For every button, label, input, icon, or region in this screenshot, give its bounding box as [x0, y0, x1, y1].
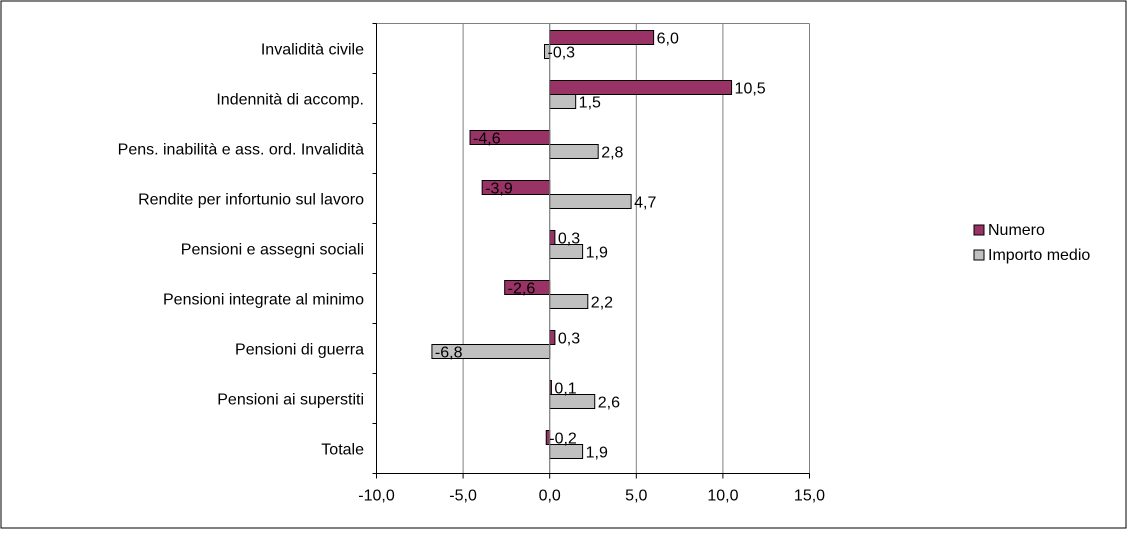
- category-label: Pensioni ai superstiti: [217, 392, 364, 409]
- data-label: 4,7: [634, 195, 656, 212]
- data-label: -2,6: [508, 281, 536, 298]
- x-tick-label: 15,0: [794, 488, 825, 505]
- bar-importo-medio: [549, 94, 577, 109]
- labels-layer: 6,0 -0,3 Invalidità civile 10,5 1,5 Indennità…: [118, 31, 766, 462]
- bar-numero: [549, 330, 556, 345]
- axis-layer: -10,0 -5,0 0,0 5,0 10,0 15,0: [358, 23, 825, 505]
- x-tick-label: -10,0: [358, 488, 395, 505]
- data-label: 1,9: [586, 245, 608, 262]
- data-label: 10,5: [735, 81, 766, 98]
- legend-swatch: [973, 249, 985, 261]
- category-label: Rendite per infortunio sul lavoro: [138, 192, 364, 209]
- x-tick-label: 5,0: [625, 488, 647, 505]
- data-label: -0,2: [549, 431, 577, 448]
- bar-importo-medio: [549, 294, 589, 309]
- category-label: Totale: [321, 442, 364, 459]
- legend-label: Importo medio: [988, 247, 1090, 264]
- data-label: 2,8: [601, 145, 623, 162]
- data-label: -6,8: [435, 345, 463, 362]
- bar-numero: [549, 30, 655, 45]
- data-label: 2,6: [598, 395, 620, 412]
- data-label: -4,6: [473, 131, 501, 148]
- legend-swatch: [973, 224, 985, 236]
- x-tick-label: 10,0: [707, 488, 738, 505]
- data-label: -0,3: [548, 45, 576, 62]
- data-label: 1,5: [579, 95, 601, 112]
- category-label: Indennità di accomp.: [216, 92, 364, 109]
- category-label: Pens. inabilità e ass. ord. Invalidità: [118, 142, 364, 159]
- x-tick-label: -5,0: [449, 488, 477, 505]
- bar-numero: [549, 80, 733, 95]
- category-label: Pensioni di guerra: [235, 342, 364, 359]
- category-label: Pensioni e assegni sociali: [181, 242, 364, 259]
- bar-numero: [549, 230, 556, 245]
- data-label: -3,9: [485, 181, 513, 198]
- data-label: 6,0: [657, 31, 679, 48]
- data-label: 2,2: [591, 295, 613, 312]
- legend: Numero Importo medio: [973, 222, 1090, 264]
- bar-importo-medio: [549, 194, 632, 209]
- data-label: 1,9: [586, 445, 608, 462]
- bar-importo-medio: [549, 144, 599, 159]
- data-label: 0,1: [554, 381, 576, 398]
- data-label: 0,3: [558, 231, 580, 248]
- legend-label: Numero: [988, 222, 1045, 239]
- category-label: Invalidità civile: [261, 42, 364, 59]
- category-label: Pensioni integrate al minimo: [163, 292, 364, 309]
- x-tick-label: 0,0: [539, 488, 561, 505]
- data-label: 0,3: [558, 331, 580, 348]
